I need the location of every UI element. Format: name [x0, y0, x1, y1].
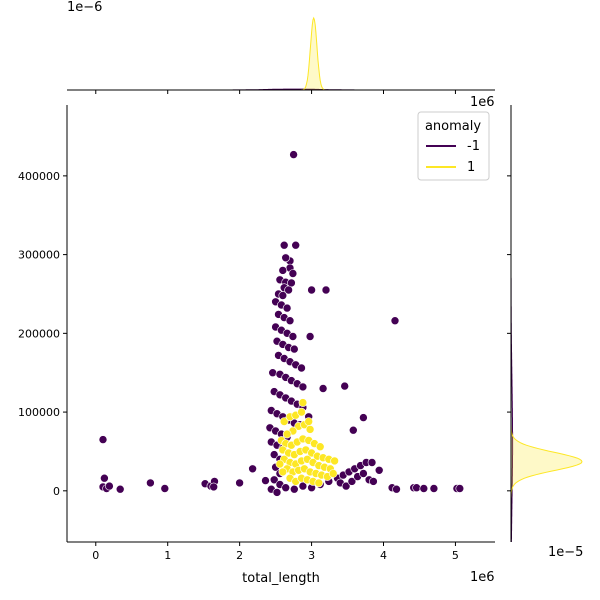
- scatter-point-1: [298, 398, 308, 407]
- x-tick-label: 3: [308, 549, 315, 562]
- scatter-point-neg1: [289, 484, 299, 494]
- y-axis-ticks: 0 100000 200000 300000 400000: [18, 170, 67, 498]
- scatter-point-1: [315, 442, 325, 452]
- scatter-point-neg1: [369, 477, 378, 486]
- x-tick-label: 1: [164, 549, 171, 562]
- scatter-point-neg1: [261, 476, 270, 485]
- scatter-point-neg1: [287, 278, 296, 288]
- right-marginal-offset-label: 1e−5: [548, 545, 583, 560]
- top-kde-fill-1: [67, 18, 495, 90]
- scatter-point-neg1: [390, 316, 400, 326]
- scatter-point-neg1: [298, 382, 308, 392]
- legend-label-neg1: -1: [467, 139, 480, 154]
- y-tick-label: 100000: [18, 406, 60, 419]
- scatter-point-neg1: [340, 381, 350, 391]
- x-axis-ticks: 0 1 2 3 4 5: [92, 542, 459, 562]
- scatter-point-neg1: [268, 368, 278, 378]
- scatter-point-neg1: [105, 481, 114, 491]
- scatter-point-neg1: [289, 150, 298, 159]
- scatter-point-neg1: [307, 285, 316, 295]
- scatter-point-neg1: [291, 240, 301, 250]
- legend-label-1: 1: [467, 160, 475, 175]
- top-kde-line-1: [67, 16, 495, 91]
- right-kde-fill-1: [511, 105, 582, 542]
- scatter-point-neg1: [269, 475, 279, 485]
- scatter-point-neg1: [359, 413, 368, 422]
- scatter-point-neg1: [100, 473, 109, 483]
- y-tick-label: 0: [53, 485, 60, 498]
- top-marginal-offset-label: 1e−6: [67, 0, 102, 15]
- right-marginal-plot: 1e−5: [507, 105, 583, 560]
- scatter-point-neg1: [289, 344, 299, 354]
- scatter-point-neg1: [429, 484, 439, 493]
- y-tick-label: 200000: [18, 327, 60, 340]
- scatter-point-1: [278, 467, 288, 477]
- scatter-points: [98, 150, 465, 497]
- scatter-point-neg1: [272, 488, 282, 497]
- x-tick-label: 2: [236, 549, 243, 562]
- x-tick-label: 0: [92, 549, 99, 562]
- scatter-point-neg1: [98, 435, 108, 444]
- scatter-point-neg1: [281, 483, 291, 493]
- scatter-point-1: [328, 469, 338, 478]
- scatter-point-neg1: [235, 478, 244, 488]
- scatter-point-neg1: [285, 316, 295, 326]
- scatter-point-neg1: [341, 481, 351, 491]
- scatter-point-1: [279, 417, 289, 426]
- scatter-point-1: [314, 478, 324, 488]
- x-axis-label: total_length: [242, 571, 320, 586]
- scatter-point-1: [275, 459, 285, 469]
- scatter-point-neg1: [359, 469, 368, 478]
- scatter-point-neg1: [348, 425, 358, 435]
- scatter-point-neg1: [374, 465, 384, 475]
- legend-title: anomaly: [425, 119, 481, 134]
- scatter-point-neg1: [412, 483, 421, 493]
- scatter-point-neg1: [419, 484, 429, 493]
- scatter-point-1: [330, 456, 339, 466]
- scatter-point-neg1: [282, 303, 292, 313]
- scatter-point-neg1: [305, 332, 315, 341]
- scatter-point-neg1: [288, 269, 298, 278]
- x-axis-offset-label: 1e6: [470, 570, 495, 585]
- scatter-point-neg1: [392, 484, 401, 494]
- scatter-point-neg1: [248, 464, 257, 474]
- right-marginal-ticks: [507, 175, 511, 492]
- top-marginal-ticks: [95, 90, 456, 94]
- x-tick-label: 5: [452, 549, 459, 562]
- legend: anomaly -1 1: [417, 111, 490, 181]
- scatter-point-neg1: [269, 450, 279, 459]
- y-tick-label: 300000: [18, 249, 60, 262]
- scatter-point-neg1: [278, 266, 288, 275]
- scatter-point-neg1: [288, 332, 298, 341]
- scatter-point-neg1: [297, 363, 306, 373]
- scatter-point-1: [305, 425, 315, 434]
- scatter-point-neg1: [347, 477, 357, 486]
- top-marginal-curves: [67, 16, 495, 91]
- top-marginal-plot: 1e−6: [67, 0, 495, 94]
- scatter-point-1: [297, 407, 306, 417]
- scatter-point-neg1: [321, 285, 331, 295]
- scatter-point-1: [282, 429, 292, 439]
- scatter-point-neg1: [367, 458, 377, 467]
- scatter-point-neg1: [146, 478, 155, 488]
- scatter-point-neg1: [284, 285, 293, 295]
- scatter-point-neg1: [160, 484, 170, 493]
- main-scatter-plot: 0 1 2 3 4 5 0 100000 200000 300000 400000 total_l…: [18, 95, 495, 586]
- x-tick-label: 4: [380, 549, 387, 562]
- scatter-point-neg1: [279, 240, 289, 250]
- scatter-point-neg1: [281, 253, 291, 263]
- scatter-point-neg1: [209, 482, 218, 492]
- y-tick-label: 400000: [18, 170, 60, 183]
- y-axis-offset-label: 1e6: [470, 95, 495, 110]
- right-marginal-curves: [510, 105, 583, 542]
- scatter-point-1: [304, 417, 314, 426]
- scatter-point-neg1: [278, 291, 288, 300]
- scatter-point-neg1: [455, 484, 465, 493]
- scatter-point-neg1: [115, 484, 125, 494]
- scatter-point-neg1: [318, 384, 328, 393]
